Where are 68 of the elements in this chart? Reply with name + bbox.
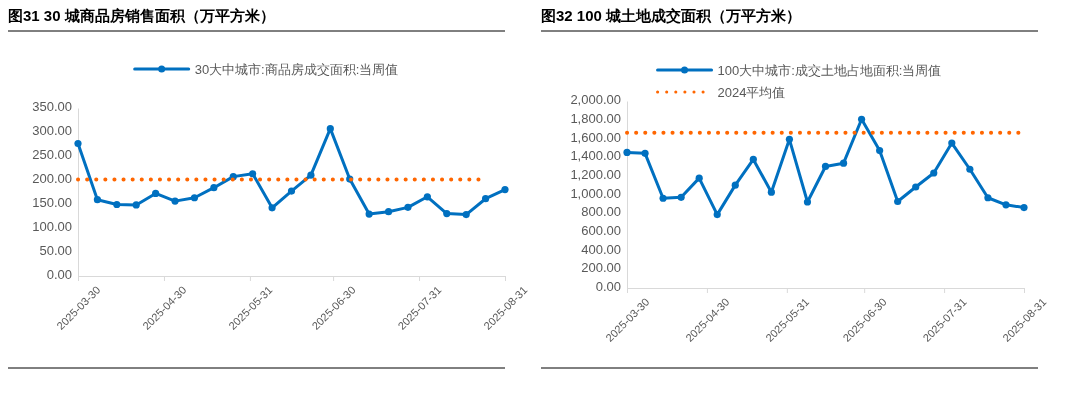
point [1020,203,1028,212]
point [659,194,667,202]
y-tick-label: 0.00 [46,267,72,283]
point [749,155,757,164]
point [821,162,830,171]
y-tick-label: 150.00 [32,195,72,211]
point [501,186,509,194]
legend-label: 2024平均值 [717,85,786,100]
point [948,139,956,147]
point [268,204,276,212]
point [785,135,794,143]
point [857,115,866,123]
point [93,196,102,204]
point [894,197,902,206]
point [249,170,257,178]
point [803,198,812,206]
chart-title: 图32 100 城土地成交面积（万平方米） [541,7,802,24]
y-tick-label: 1,000.00 [570,185,621,201]
legend-label: 30大中城市:商品房成交面积:当周值 [194,62,399,77]
point [404,203,412,211]
y-tick-label: 0.00 [595,279,621,295]
y-tick-label: 600.00 [581,223,621,238]
y-tick-label: 1,400.00 [570,148,621,164]
point [443,210,451,218]
y-tick-label: 1,200.00 [570,166,621,182]
point [695,174,703,182]
y-tick-label: 200.00 [32,171,72,187]
point [966,165,974,173]
chart-title: 图31 30 城商品房销售面积（万平方米） [8,7,275,24]
point [307,171,315,179]
point [74,139,82,148]
point [210,184,218,192]
y-tick-label: 2,000.00 [570,92,621,108]
point [767,188,775,196]
y-tick-label: 100.00 [32,219,72,235]
point [287,187,296,195]
point [171,197,179,205]
y-tick-label: 250.00 [32,147,72,163]
point [839,159,848,167]
point [713,211,721,219]
point [677,193,685,201]
point [1002,201,1010,209]
y-tick-label: 200.00 [581,260,621,276]
point [384,208,393,216]
y-tick-label: 350.00 [32,99,72,115]
point [132,201,140,209]
point [984,194,992,202]
point [930,169,938,177]
point [423,193,431,201]
point [623,148,631,157]
point [876,146,884,155]
point [190,194,199,202]
point [481,195,490,203]
y-tick-label: 1,600.00 [570,129,621,145]
point [113,200,121,209]
point [641,149,649,157]
point [912,183,920,191]
y-tick-label: 1,800.00 [570,110,621,126]
point [731,181,739,189]
point [462,210,470,219]
y-tick-label: 400.00 [581,241,621,257]
y-tick-label: 800.00 [581,204,621,220]
point [365,210,373,218]
point [326,125,334,133]
y-tick-label: 300.00 [32,123,72,139]
y-tick-label: 50.00 [39,243,72,259]
point [152,189,160,198]
legend-label: 100大中城市:成交土地占地面积:当周值 [717,63,942,78]
